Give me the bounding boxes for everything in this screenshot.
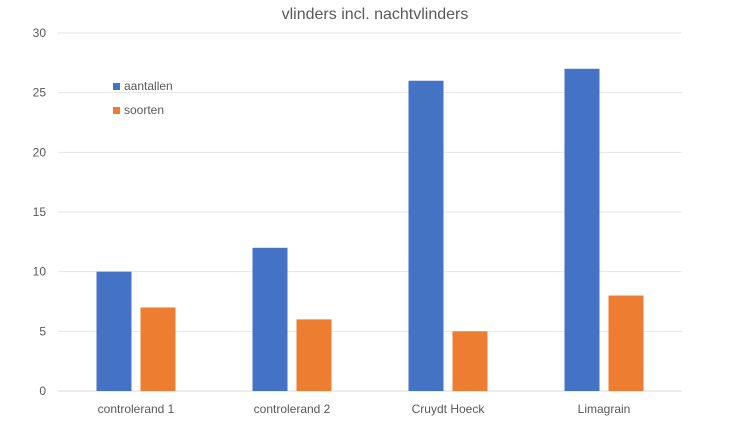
legend-swatch-soorten [113, 106, 120, 114]
bar-aantallen-2 [408, 80, 444, 391]
bar-aantallen-0 [96, 271, 132, 391]
x-tick-label: Limagrain [578, 402, 631, 416]
bar-soorten-1 [296, 319, 332, 391]
bar-soorten-3 [608, 295, 644, 391]
y-tick-label: 10 [33, 265, 47, 279]
bar-soorten-0 [140, 307, 176, 391]
legend-label-aantallen: aantallen [124, 79, 173, 93]
legend-label-soorten: soorten [124, 103, 165, 117]
legend-item-soorten: soorten [113, 98, 173, 122]
y-tick-label: 5 [39, 324, 46, 338]
bar-aantallen-3 [564, 68, 600, 392]
legend: aantallen soorten [113, 74, 173, 122]
x-tick-label: controlerand 1 [98, 402, 175, 416]
chart-title: vlinders incl. nachtvlinders [281, 6, 469, 23]
y-tick-label: 15 [33, 205, 47, 219]
y-tick-label: 25 [33, 86, 47, 100]
x-tick-label: controlerand 2 [254, 402, 331, 416]
legend-item-aantallen: aantallen [113, 74, 173, 98]
legend-swatch-aantallen [113, 82, 120, 90]
x-tick-label: Cruydt Hoeck [412, 402, 486, 416]
bar-aantallen-1 [252, 247, 288, 391]
y-tick-label: 30 [33, 26, 47, 40]
bar-soorten-2 [452, 331, 488, 391]
y-tick-label: 0 [39, 384, 46, 398]
y-tick-label: 20 [33, 145, 47, 159]
